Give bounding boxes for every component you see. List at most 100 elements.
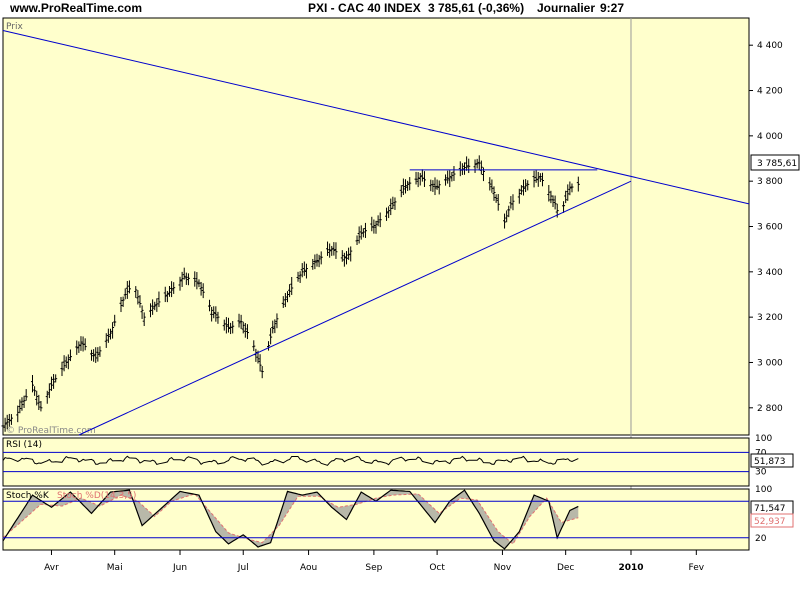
- price-bar: [553, 195, 557, 210]
- price-bar: [315, 253, 319, 267]
- price-bar: [452, 166, 456, 181]
- price-bar: [35, 390, 39, 406]
- price-bar: [399, 185, 403, 198]
- price-bar: [414, 171, 418, 185]
- price-bar: [92, 349, 96, 362]
- price-bar: [127, 280, 131, 294]
- price-y-tick-label: 3 400: [757, 268, 783, 278]
- price-bar: [153, 301, 157, 311]
- price-bar: [326, 241, 330, 256]
- stoch-k-label: Stoch %K: [6, 491, 50, 501]
- site-label[interactable]: www.ProRealTime.com: [10, 1, 143, 15]
- price-bar: [524, 179, 528, 193]
- trendline-ascending-support: [78, 180, 632, 436]
- price-bar: [104, 333, 108, 348]
- price-bar: [490, 179, 494, 193]
- price-bar: [408, 177, 412, 191]
- price-bar: [184, 272, 188, 285]
- stoch-fill: [3, 490, 579, 549]
- price-bar: [540, 172, 544, 187]
- stoch-axis: 100 20: [3, 485, 772, 544]
- price-bar: [212, 306, 216, 319]
- price-bar: [149, 303, 153, 318]
- price-bar: [391, 196, 395, 210]
- price-bar: [193, 271, 197, 287]
- price-bar: [182, 267, 186, 280]
- price-bar: [376, 215, 380, 227]
- price-bar: [517, 188, 521, 204]
- price-bar: [142, 312, 146, 327]
- price-bar: [473, 159, 477, 173]
- price-bar: [465, 156, 469, 171]
- x-tick-label: Nov: [494, 563, 512, 573]
- price-bar: [226, 317, 230, 333]
- price-bar: [31, 375, 35, 393]
- price-bar: [532, 170, 536, 188]
- price-bar: [435, 179, 439, 190]
- price-bar: [140, 305, 144, 319]
- price-bar: [39, 400, 43, 412]
- price-bar: [237, 313, 241, 328]
- price-bar: [241, 321, 245, 334]
- rsi-panel[interactable]: [2, 437, 750, 487]
- stoch-d-last: 52,937: [754, 517, 786, 527]
- rsi-axis-label: 70: [755, 448, 767, 458]
- price-bar: [18, 399, 22, 414]
- price-bar: [20, 397, 24, 411]
- price-bar: [463, 162, 467, 175]
- price-bar: [505, 210, 509, 223]
- price-y-tick-label: 3 200: [757, 313, 783, 323]
- price-bar: [54, 374, 58, 383]
- price-bar: [496, 194, 500, 211]
- price-bar: [361, 228, 365, 238]
- price-bar: [269, 328, 273, 345]
- price-bar: [3, 417, 7, 432]
- price-bar: [33, 386, 37, 396]
- x-tick-label: Sep: [365, 563, 382, 573]
- price-y-tick-label: 4 000: [757, 132, 783, 142]
- price-bar: [296, 271, 300, 282]
- price-bar: [355, 235, 359, 245]
- price-bar: [195, 272, 199, 290]
- price-bar: [119, 296, 123, 313]
- rsi-last-badge: [750, 453, 794, 468]
- last-price-badge: [750, 154, 800, 171]
- price-bar: [285, 291, 289, 303]
- price-bar: [224, 317, 228, 334]
- price-bar: [180, 271, 184, 287]
- price-bar: [475, 158, 479, 169]
- price-bar: [330, 245, 334, 256]
- price-bar: [363, 222, 367, 238]
- price-bar: [522, 179, 526, 196]
- price-bar: [239, 314, 243, 329]
- price-bar: [60, 361, 64, 377]
- price-bar: [477, 155, 481, 171]
- price-bar: [197, 279, 201, 288]
- price-bar: [24, 389, 28, 401]
- price-bar: [199, 281, 203, 296]
- price-bar: [319, 251, 323, 265]
- price-y-tick-label: 3 000: [757, 358, 783, 368]
- price-bar: [90, 349, 94, 361]
- price-bar: [121, 296, 125, 307]
- price-bar: [492, 186, 496, 201]
- price-bar: [576, 176, 580, 192]
- price-bar: [113, 314, 117, 327]
- price-bar: [210, 306, 214, 322]
- trendlines: [2, 29, 750, 436]
- price-bar: [317, 254, 321, 268]
- price-bar: [519, 185, 523, 195]
- price-bar: [418, 172, 422, 186]
- price-bar: [167, 285, 171, 297]
- price-bar: [1, 422, 5, 434]
- quote-value: 3 785,61 (-0,36%): [428, 1, 525, 15]
- price-bar: [538, 173, 542, 182]
- x-tick-label: Avr: [44, 563, 59, 573]
- price-bar: [47, 383, 51, 399]
- price-bar: [433, 177, 437, 196]
- price-bar: [372, 219, 376, 234]
- period-label: Journalier: [537, 1, 596, 15]
- price-bar: [5, 414, 9, 430]
- price-bar: [288, 284, 292, 298]
